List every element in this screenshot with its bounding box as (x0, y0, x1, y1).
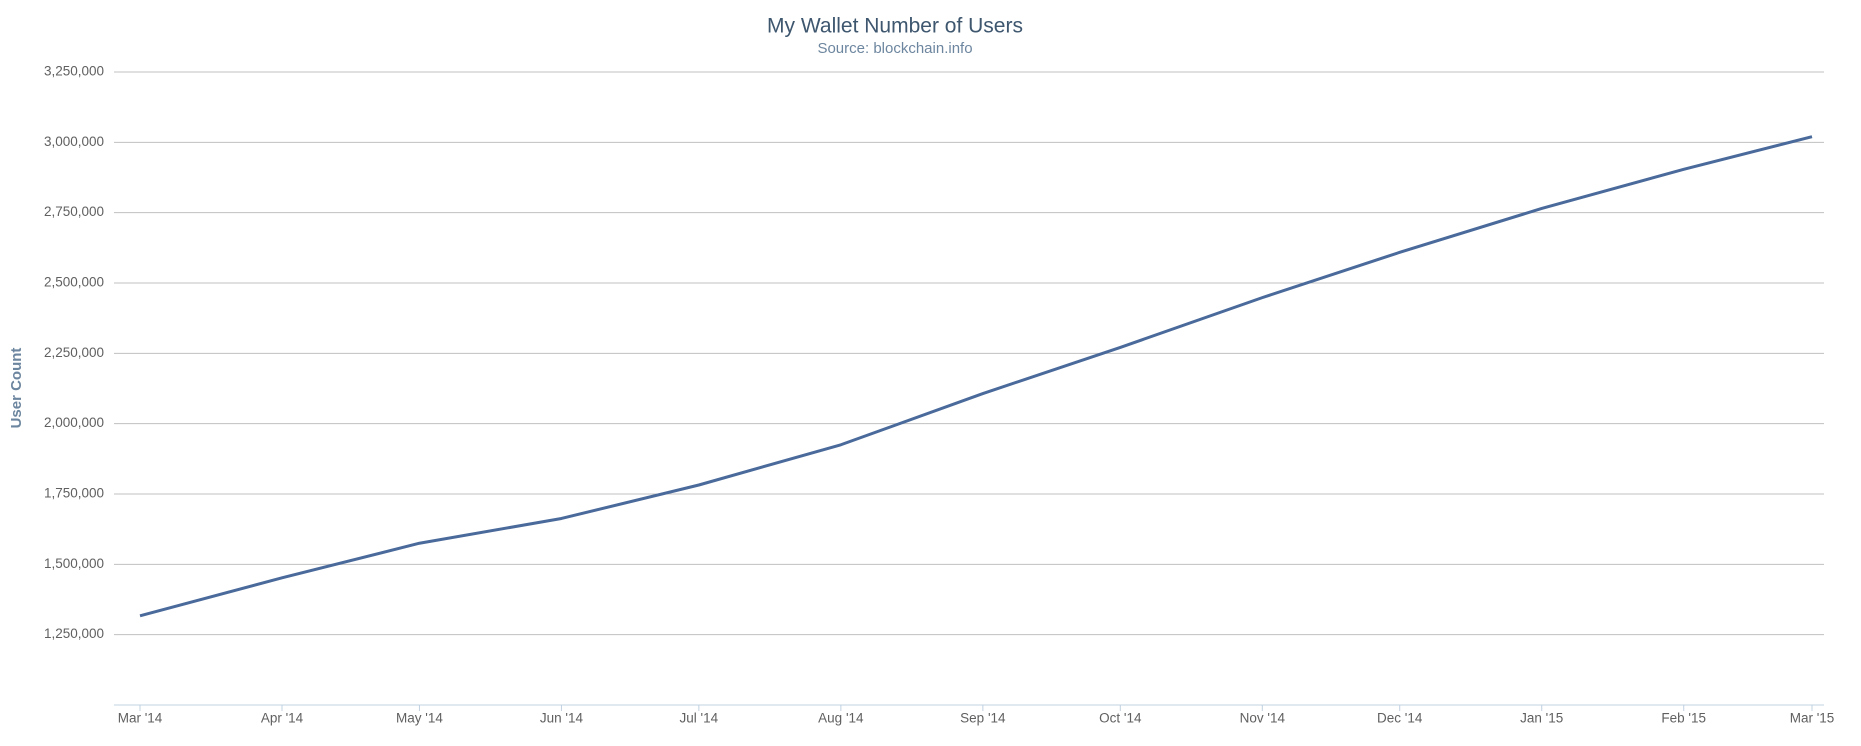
x-tick-label: May '14 (396, 711, 443, 726)
x-tick-label: Jul '14 (680, 711, 719, 726)
x-tick-label: Sep '14 (960, 711, 1006, 726)
y-tick-label: 2,500,000 (44, 275, 104, 290)
y-tick-label: 3,250,000 (44, 64, 104, 79)
series-line (139, 135, 1813, 618)
y-tick-label: 1,500,000 (44, 556, 104, 571)
y-axis-title: User Count (8, 348, 25, 429)
x-tick-label: Mar '15 (1790, 711, 1835, 726)
y-tick-label: 1,250,000 (44, 626, 104, 641)
x-tick-label: Jan '15 (1520, 711, 1563, 726)
y-tick-label: 2,250,000 (44, 345, 104, 360)
y-tick-label: 2,000,000 (44, 415, 104, 430)
y-tick-label: 2,750,000 (44, 204, 104, 219)
x-tick-label: Oct '14 (1099, 711, 1142, 726)
x-tick-label: Dec '14 (1377, 711, 1423, 726)
x-tick-label: Mar '14 (118, 711, 163, 726)
x-tick-label: Aug '14 (818, 711, 864, 726)
x-tick-label: Nov '14 (1240, 711, 1286, 726)
y-tick-label: 3,000,000 (44, 134, 104, 149)
y-tick-label: 1,750,000 (44, 486, 104, 501)
x-tick-label: Jun '14 (540, 711, 584, 726)
chart-title: My Wallet Number of Users (767, 15, 1023, 38)
x-tick-label: Apr '14 (261, 711, 304, 726)
x-tick-label: Feb '15 (1661, 711, 1706, 726)
chart-subtitle: Source: blockchain.info (817, 40, 972, 57)
